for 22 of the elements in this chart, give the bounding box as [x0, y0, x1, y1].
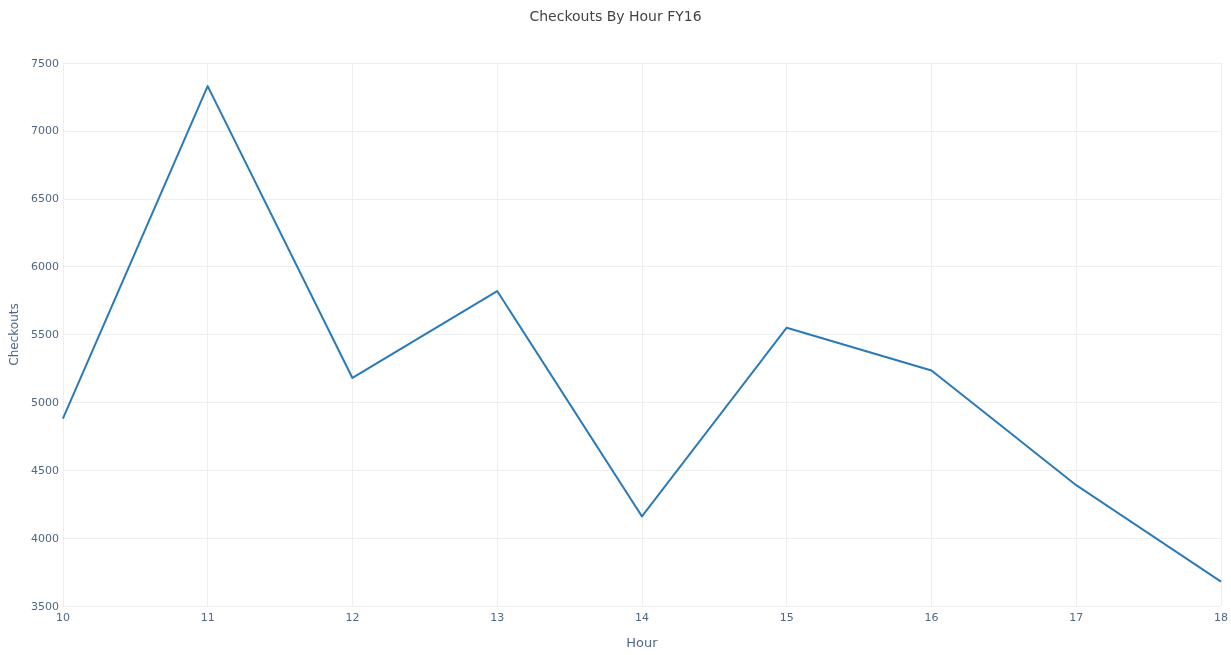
y-tick-label: 7000: [30, 124, 59, 138]
chart-title: Checkouts By Hour FY16: [529, 8, 702, 24]
y-tick-label: 5000: [30, 395, 59, 409]
x-tick-label: 13: [490, 611, 505, 624]
y-tick-label: 3500: [30, 599, 59, 613]
x-tick-label: 11: [200, 611, 215, 624]
x-tick-label: 16: [924, 611, 939, 624]
x-tick-label: 17: [1069, 611, 1084, 624]
x-axis-title: Hour: [626, 635, 659, 650]
x-tick-label: 15: [779, 611, 794, 624]
line-series: [61, 85, 1222, 583]
y-tick-label: 6500: [30, 192, 59, 206]
y-tick-label: 4000: [30, 531, 59, 545]
y-axis-title: Checkouts: [7, 303, 21, 366]
y-tick-label: 6000: [30, 260, 59, 274]
y-tick-label: 4500: [30, 463, 59, 477]
x-tick-label: 10: [55, 611, 70, 624]
x-tick-label: 14: [634, 611, 649, 624]
y-tick-label: 5500: [30, 328, 59, 341]
x-tick-label: 12: [345, 611, 360, 624]
y-tick-label: 7500: [30, 56, 59, 70]
x-tick-label: 18: [1214, 611, 1228, 624]
